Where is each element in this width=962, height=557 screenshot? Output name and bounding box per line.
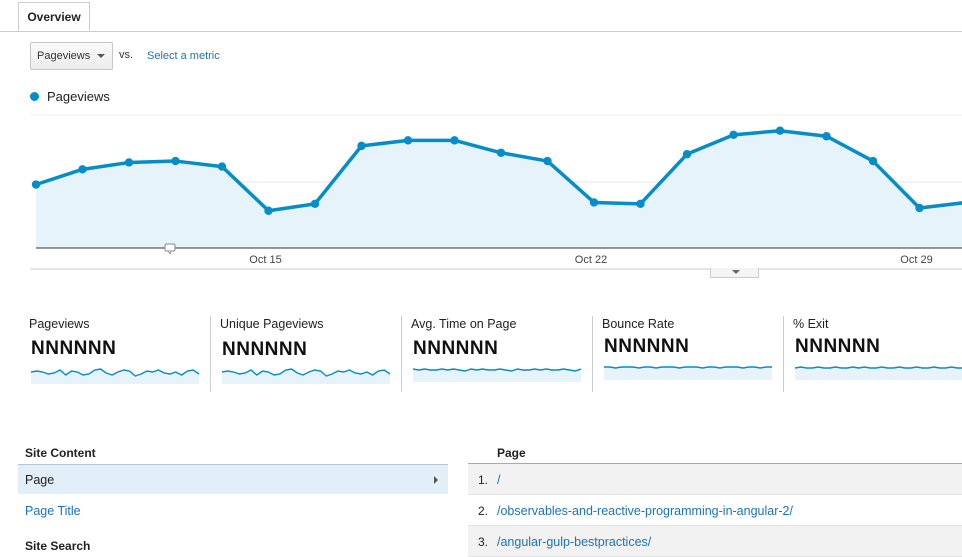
- page-link[interactable]: /angular-gulp-bestpractices/: [497, 535, 651, 549]
- chart-expand-toggle[interactable]: [710, 268, 759, 278]
- x-tick-label: Oct 22: [575, 254, 607, 266]
- scorecard-value: NNNNNN: [222, 339, 307, 361]
- scorecard-unique-pageviews: Unique Pageviews NNNNNN: [220, 314, 395, 394]
- select-metric-link[interactable]: Select a metric: [147, 50, 220, 62]
- sparkline-line: [795, 367, 962, 368]
- sparkline-area: [604, 367, 772, 380]
- row-rank: 1.: [468, 473, 488, 487]
- sparkline: [222, 362, 390, 384]
- sparkline: [795, 358, 962, 380]
- data-point: [729, 131, 737, 139]
- data-point: [497, 149, 505, 157]
- table-row: 3. /angular-gulp-bestpractices/: [468, 526, 962, 557]
- scorecard-name: % Exit: [793, 317, 828, 331]
- data-point: [543, 157, 551, 165]
- divider: [783, 316, 784, 392]
- page-link[interactable]: /: [497, 473, 500, 487]
- divider: [401, 316, 402, 392]
- divider: [210, 316, 211, 392]
- scorecard-avg-time: Avg. Time on Page NNNNNN: [411, 314, 586, 394]
- site-content-item-label: Page: [25, 473, 54, 487]
- chevron-down-icon: [97, 54, 105, 58]
- sparkline: [413, 360, 581, 382]
- tab-bar: Overview: [0, 0, 962, 32]
- scorecard-exit: % Exit NNNNNN: [793, 314, 962, 394]
- vs-label: vs.: [119, 49, 133, 61]
- sparkline: [31, 362, 199, 384]
- scorecard-name: Avg. Time on Page: [411, 317, 516, 331]
- scorecard-name: Unique Pageviews: [220, 317, 324, 331]
- x-tick-label: Oct 15: [249, 254, 281, 266]
- data-point: [636, 200, 644, 208]
- data-point: [683, 150, 691, 158]
- data-point: [264, 207, 272, 215]
- site-search-heading: Site Search: [25, 539, 90, 553]
- scorecard-name: Bounce Rate: [602, 317, 674, 331]
- row-rank: 2.: [468, 504, 488, 518]
- data-point: [78, 165, 86, 173]
- data-point: [869, 157, 877, 165]
- table-row: 1. /: [468, 464, 962, 495]
- data-point: [311, 200, 319, 208]
- sparkline-area: [795, 367, 962, 380]
- site-content-item-page-title[interactable]: Page Title: [25, 504, 81, 518]
- metric-dropdown-value: Pageviews: [37, 50, 90, 62]
- data-point: [450, 136, 458, 144]
- scorecard-bounce-rate: Bounce Rate NNNNNN: [602, 314, 777, 394]
- data-point: [590, 198, 598, 206]
- tab-overview[interactable]: Overview: [18, 2, 90, 31]
- data-point: [171, 157, 179, 165]
- data-point: [357, 142, 365, 150]
- data-point: [218, 162, 226, 170]
- row-rank: 3.: [468, 535, 488, 549]
- page-link[interactable]: /observables-and-reactive-programming-in…: [497, 504, 793, 518]
- annotation-icon[interactable]: [165, 244, 175, 254]
- pageviews-chart[interactable]: Oct 15 Oct 22 Oct 29: [0, 110, 962, 290]
- data-point: [822, 132, 830, 140]
- data-point: [776, 127, 784, 135]
- legend-label: Pageviews: [47, 89, 110, 104]
- series-area: [36, 131, 962, 248]
- scorecard-value: NNNNNN: [604, 336, 689, 358]
- data-point: [125, 158, 133, 166]
- divider: [592, 316, 593, 392]
- sparkline-area: [413, 369, 581, 382]
- chevron-down-icon: [732, 270, 740, 274]
- data-point: [32, 180, 40, 188]
- site-content-heading: Site Content: [25, 446, 96, 460]
- page-column-header: Page: [497, 446, 526, 460]
- data-point: [404, 136, 412, 144]
- legend-dot-icon: [30, 92, 39, 101]
- scorecard-value: NNNNNN: [795, 336, 880, 358]
- table-row: 2. /observables-and-reactive-programming…: [468, 495, 962, 526]
- x-tick-label: Oct 29: [900, 254, 932, 266]
- site-content-item-page[interactable]: Page: [18, 464, 448, 494]
- scorecard-value: NNNNNN: [31, 338, 116, 360]
- data-point: [915, 204, 923, 212]
- sparkline: [604, 358, 772, 380]
- scorecard-pageviews: Pageviews NNNNNN: [29, 314, 204, 394]
- scorecard-value: NNNNNN: [413, 338, 498, 360]
- scorecard-name: Pageviews: [29, 317, 89, 331]
- metric-dropdown[interactable]: Pageviews: [30, 42, 113, 70]
- chevron-right-icon: [434, 476, 438, 484]
